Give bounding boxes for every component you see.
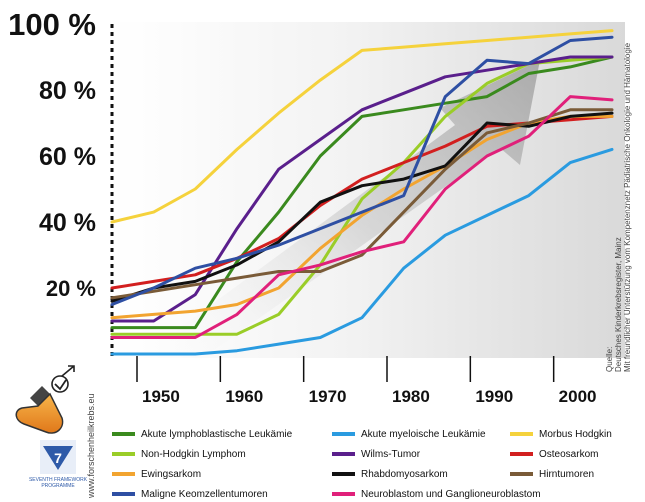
- flask-logo-icon: [15, 365, 75, 434]
- x-tick-label: 1970: [309, 387, 347, 406]
- fp7-label-1: SEVENTH FRAMEWORK: [29, 477, 88, 483]
- legend-label: Osteosarkom: [539, 449, 598, 460]
- x-axis-ticks: 1950 1960 1970 1980 1990 2000: [136, 356, 597, 406]
- series-line: [110, 147, 614, 356]
- y-tick-label: 20 %: [46, 276, 96, 301]
- y-tick-label: 80 %: [39, 77, 96, 105]
- x-tick-label: 1950: [142, 387, 180, 406]
- legend-label: Non-Hodgkin Lymphom: [141, 449, 246, 460]
- legend-label: Hirntumoren: [539, 469, 594, 480]
- legend-label: Morbus Hodgkin: [539, 429, 612, 440]
- legend-label: Akute lymphoblastische Leukämie: [141, 429, 293, 440]
- legend-label: Wilms-Tumor: [361, 449, 421, 460]
- series-line: [110, 111, 614, 303]
- fp7-mark: 7: [54, 450, 62, 466]
- legend-label: Neuroblastom und Ganglioneuroblastom: [361, 489, 541, 500]
- background-arrow: [150, 60, 540, 360]
- source-note-line3: Mit freundlicher Unterstützung vom Kompe…: [623, 42, 632, 372]
- fp7-logo-icon: 7 SEVENTH FRAMEWORK PROGRAMME: [29, 440, 88, 489]
- source-note: Quelle: Deutsches Kinderkrebsregister, M…: [605, 42, 632, 372]
- x-tick-label: 2000: [559, 387, 597, 406]
- source-note-line1: Quelle:: [605, 347, 614, 372]
- series-lines: [110, 29, 614, 356]
- series-line: [110, 108, 614, 300]
- fp7-label-2: PROGRAMME: [41, 483, 75, 489]
- x-tick-label: 1990: [475, 387, 513, 406]
- y-axis-ticks: 20 % 40 % 60 % 80 % 100 %: [8, 7, 96, 301]
- legend-label: Maligne Keomzellentumoren: [141, 489, 268, 500]
- y-tick-label: 40 %: [39, 209, 96, 237]
- source-note-line2: Deutsches Kinderkrebsregister, Mainz: [614, 237, 623, 372]
- y-tick-label: 100 %: [8, 7, 96, 42]
- x-tick-label: 1980: [392, 387, 430, 406]
- legend-label: Ewingsarkom: [141, 469, 201, 480]
- legend-label: Rhabdomyosarkom: [361, 469, 448, 480]
- website-url[interactable]: www.forschenheilkrebs.eu: [86, 393, 96, 499]
- series-line: [110, 35, 614, 306]
- y-tick-label: 60 %: [39, 143, 96, 171]
- series-line: [110, 29, 614, 224]
- legend-label: Akute myeloische Leukämie: [361, 429, 486, 440]
- x-tick-label: 1960: [225, 387, 263, 406]
- series-line: [110, 95, 614, 339]
- legend: Akute lymphoblastische Leukämie Akute mye…: [112, 429, 612, 500]
- series-line: [110, 55, 614, 330]
